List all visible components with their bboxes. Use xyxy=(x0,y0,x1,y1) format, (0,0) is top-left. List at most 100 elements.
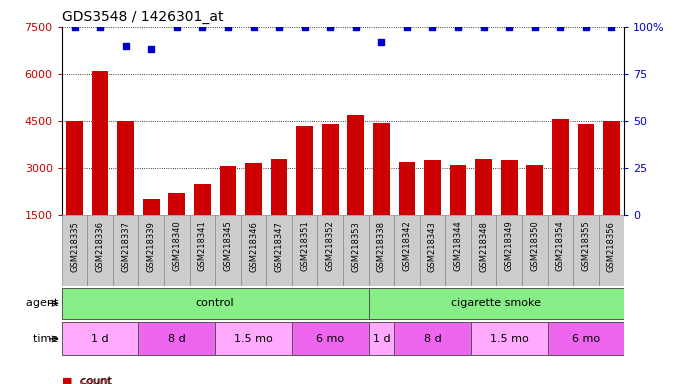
FancyBboxPatch shape xyxy=(368,323,394,355)
Point xyxy=(69,24,80,30)
Text: GSM218353: GSM218353 xyxy=(351,221,360,271)
FancyBboxPatch shape xyxy=(139,323,215,355)
Point xyxy=(172,24,182,30)
Text: count: count xyxy=(77,376,112,384)
Text: GSM218340: GSM218340 xyxy=(172,221,181,271)
Bar xyxy=(373,122,390,262)
Bar xyxy=(245,163,262,262)
Text: GSM218355: GSM218355 xyxy=(582,221,591,271)
Point xyxy=(222,24,233,30)
FancyBboxPatch shape xyxy=(113,215,139,286)
Bar xyxy=(501,160,517,262)
Text: GSM218346: GSM218346 xyxy=(249,221,258,271)
Point xyxy=(427,24,438,30)
Bar xyxy=(348,115,364,262)
Point xyxy=(478,24,489,30)
Text: GSM218349: GSM218349 xyxy=(505,221,514,271)
Bar xyxy=(271,159,287,262)
Text: GSM218338: GSM218338 xyxy=(377,221,386,272)
FancyBboxPatch shape xyxy=(292,323,368,355)
Text: GSM218345: GSM218345 xyxy=(224,221,233,271)
Bar xyxy=(450,165,466,262)
Text: GSM218342: GSM218342 xyxy=(403,221,412,271)
Text: ■  count: ■ count xyxy=(62,376,110,384)
Point xyxy=(299,24,310,30)
Text: GDS3548 / 1426301_at: GDS3548 / 1426301_at xyxy=(62,10,223,25)
FancyBboxPatch shape xyxy=(547,323,624,355)
FancyBboxPatch shape xyxy=(139,215,164,286)
Bar xyxy=(475,159,492,262)
FancyBboxPatch shape xyxy=(471,323,547,355)
FancyBboxPatch shape xyxy=(471,215,497,286)
Bar xyxy=(603,121,619,262)
Bar xyxy=(552,119,569,262)
Text: GSM218339: GSM218339 xyxy=(147,221,156,271)
Point xyxy=(120,43,131,49)
FancyBboxPatch shape xyxy=(497,215,522,286)
Text: GSM218356: GSM218356 xyxy=(607,221,616,271)
Text: GSM218341: GSM218341 xyxy=(198,221,207,271)
FancyBboxPatch shape xyxy=(368,288,624,319)
Text: GSM218350: GSM218350 xyxy=(530,221,539,271)
Text: time: time xyxy=(33,334,62,344)
Text: 6 mo: 6 mo xyxy=(316,334,344,344)
Text: GSM218352: GSM218352 xyxy=(326,221,335,271)
Bar xyxy=(399,162,415,262)
Text: control: control xyxy=(196,298,235,308)
FancyBboxPatch shape xyxy=(87,215,113,286)
Bar xyxy=(296,126,313,262)
Point xyxy=(376,39,387,45)
Point xyxy=(555,24,566,30)
Point xyxy=(401,24,412,30)
Text: GSM218337: GSM218337 xyxy=(121,221,130,272)
FancyBboxPatch shape xyxy=(215,323,292,355)
Text: GSM218354: GSM218354 xyxy=(556,221,565,271)
Point xyxy=(197,24,208,30)
Point xyxy=(324,24,335,30)
FancyBboxPatch shape xyxy=(292,215,318,286)
Bar xyxy=(424,160,441,262)
Bar xyxy=(220,166,236,262)
Text: 1.5 mo: 1.5 mo xyxy=(234,334,273,344)
Text: 1 d: 1 d xyxy=(372,334,390,344)
FancyBboxPatch shape xyxy=(420,215,445,286)
Bar xyxy=(169,193,185,262)
FancyBboxPatch shape xyxy=(62,215,87,286)
FancyBboxPatch shape xyxy=(394,215,420,286)
FancyBboxPatch shape xyxy=(318,215,343,286)
Point xyxy=(580,24,591,30)
FancyBboxPatch shape xyxy=(522,215,547,286)
Text: GSM218351: GSM218351 xyxy=(300,221,309,271)
Point xyxy=(274,24,285,30)
FancyBboxPatch shape xyxy=(368,215,394,286)
Text: GSM218348: GSM218348 xyxy=(479,221,488,271)
Text: 8 d: 8 d xyxy=(424,334,441,344)
Bar xyxy=(322,124,338,262)
Text: GSM218343: GSM218343 xyxy=(428,221,437,271)
FancyBboxPatch shape xyxy=(241,215,266,286)
Text: 8 d: 8 d xyxy=(168,334,186,344)
Text: cigarette smoke: cigarette smoke xyxy=(451,298,541,308)
FancyBboxPatch shape xyxy=(394,323,471,355)
FancyBboxPatch shape xyxy=(215,215,241,286)
Point xyxy=(530,24,541,30)
Bar xyxy=(194,184,211,262)
FancyBboxPatch shape xyxy=(62,323,139,355)
Text: GSM218335: GSM218335 xyxy=(70,221,79,271)
FancyBboxPatch shape xyxy=(266,215,292,286)
FancyBboxPatch shape xyxy=(573,215,599,286)
Point xyxy=(453,24,464,30)
FancyBboxPatch shape xyxy=(164,215,189,286)
FancyBboxPatch shape xyxy=(343,215,368,286)
Bar xyxy=(92,71,108,262)
FancyBboxPatch shape xyxy=(547,215,573,286)
Text: 1.5 mo: 1.5 mo xyxy=(490,334,529,344)
FancyBboxPatch shape xyxy=(599,215,624,286)
Text: GSM218347: GSM218347 xyxy=(274,221,283,271)
Bar xyxy=(526,165,543,262)
Text: GSM218344: GSM218344 xyxy=(453,221,462,271)
Bar xyxy=(143,199,160,262)
Bar xyxy=(67,121,83,262)
Point xyxy=(351,24,362,30)
Point xyxy=(504,24,514,30)
